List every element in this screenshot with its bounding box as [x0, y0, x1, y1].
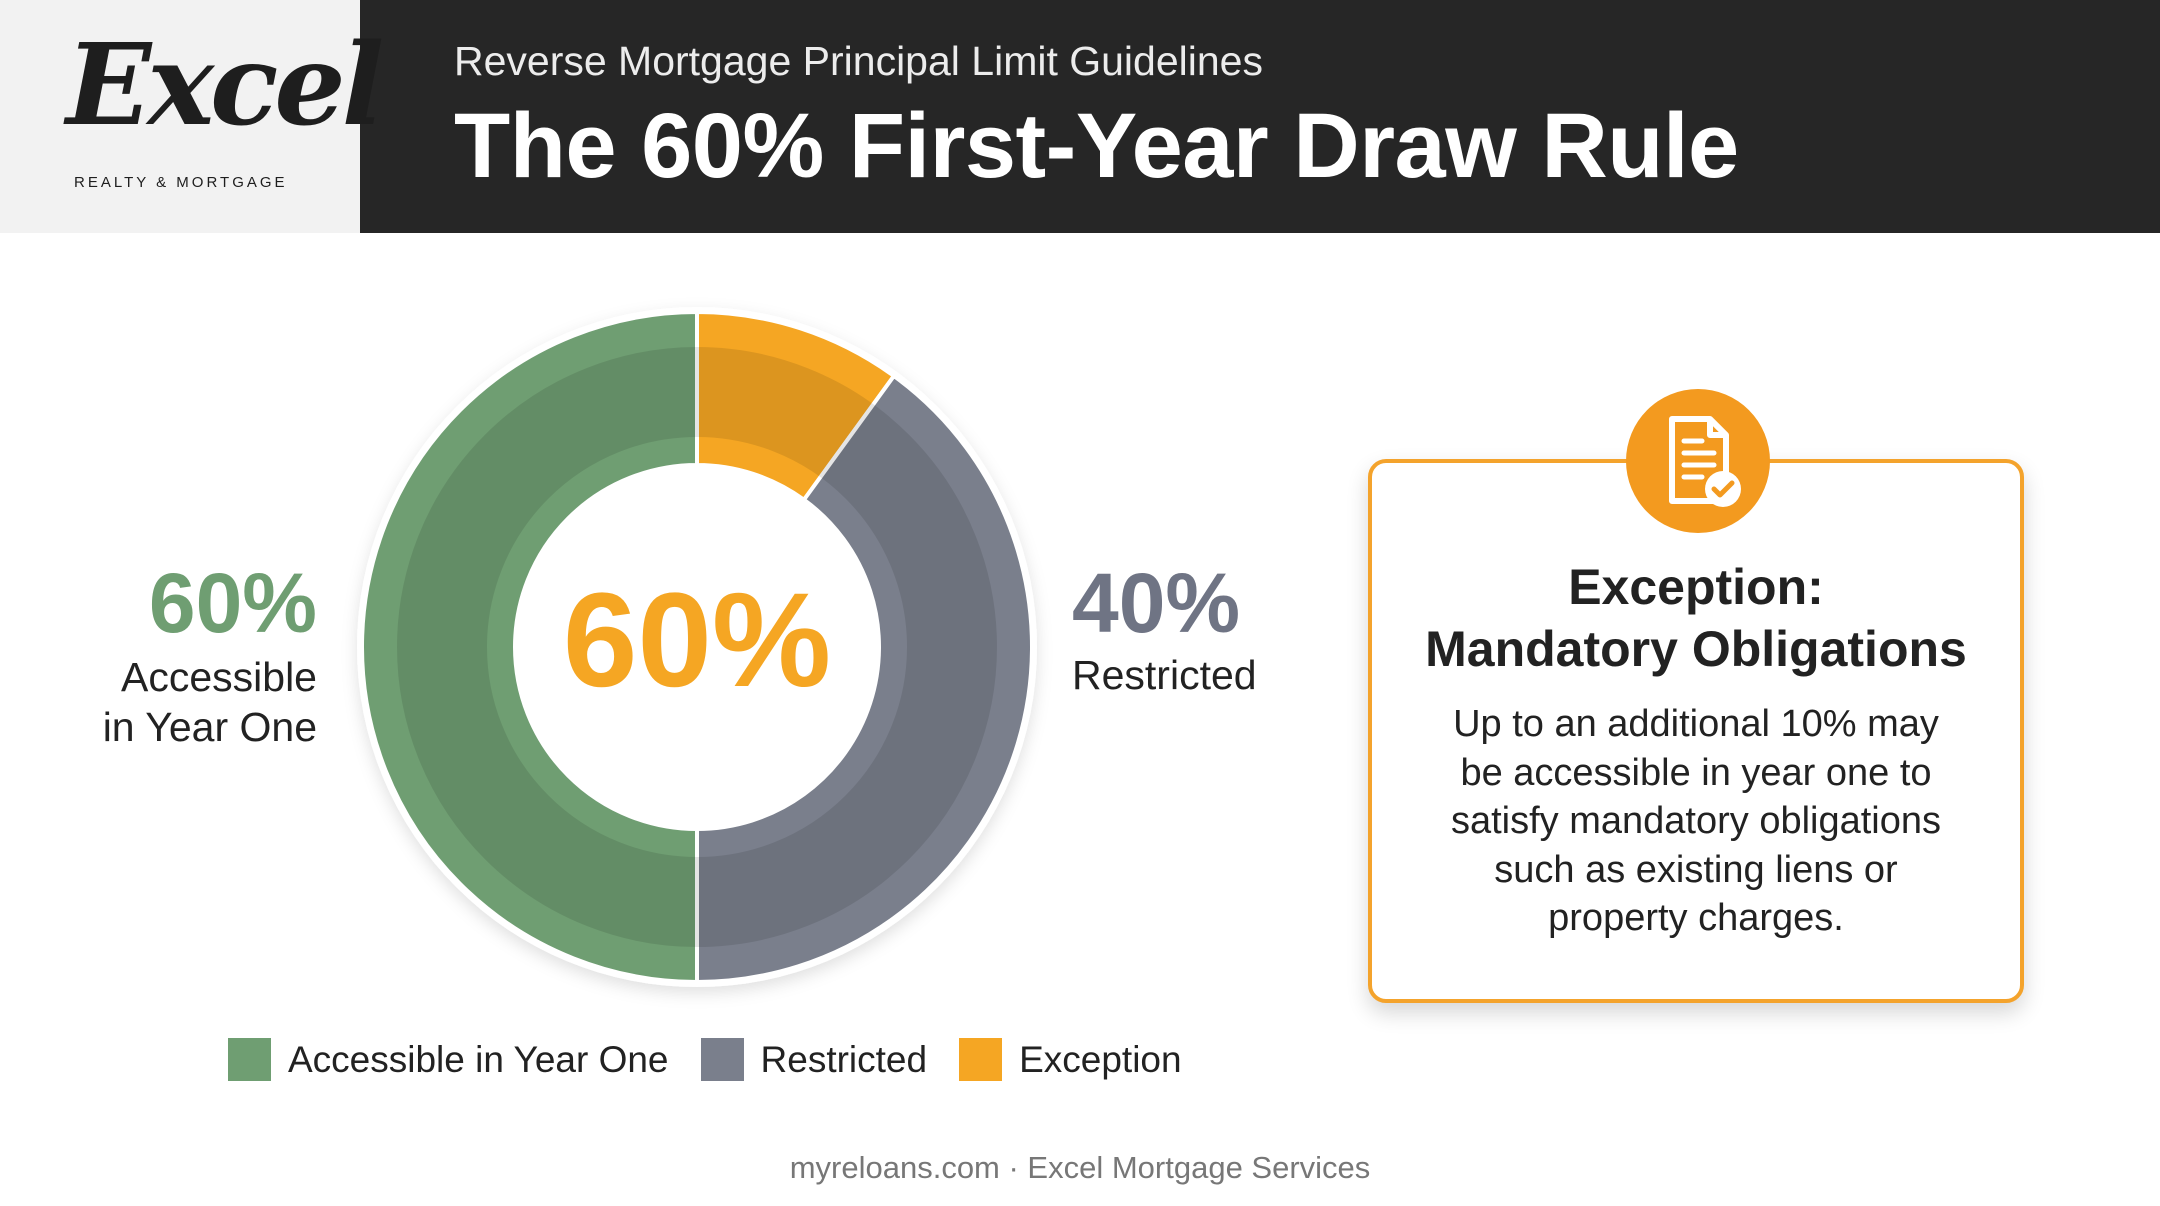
donut-inner-band: [397, 347, 997, 947]
exception-callout: [1368, 459, 2024, 1003]
footer-credit: myreloans.com · Excel Mortgage Services: [789, 1150, 1371, 1185]
callout-body-line: property charges.: [1548, 897, 1844, 939]
page-title: The 60% First-Year Draw Rule: [454, 95, 1739, 197]
chart-legend: Accessible in Year One Restricted Except…: [228, 1038, 1214, 1081]
callout-body-line: be accessible in year one to: [1460, 751, 1932, 794]
callout-body-line: Up to an additional 10% may: [1453, 703, 1939, 745]
logo: Excel REALTY & MORTGAGE: [0, 0, 384, 233]
legend-item-exception: Exception: [959, 1038, 1182, 1081]
legend-swatch-restricted: [700, 1038, 744, 1081]
accessible-label-line2: in Year One: [102, 704, 317, 750]
logo-wordmark: Excel: [66, 20, 384, 151]
page-kicker: Reverse Mortgage Principal Limit Guideli…: [454, 38, 1263, 84]
callout-title-line1: Exception:: [1568, 559, 1824, 615]
header-bar: Excel REALTY & MORTGAGE Reverse Mortgage…: [0, 0, 2160, 233]
legend-swatch-accessible: [228, 1038, 271, 1081]
logo-subtext: REALTY & MORTGAGE: [74, 174, 288, 191]
document-check-icon: [1626, 389, 1770, 533]
callout-title-line2: Mandatory Obligations: [1425, 621, 1967, 677]
legend-label-accessible: Accessible in Year One: [288, 1038, 669, 1080]
restricted-label: Restricted: [1072, 652, 1257, 698]
accessible-label: Accessible in Year One: [37, 652, 317, 752]
accessible-label-line1: Accessible: [121, 654, 317, 700]
legend-item-restricted: Restricted: [700, 1038, 928, 1081]
callout-body: Up to an additional 10% may be accessibl…: [1390, 700, 2002, 943]
donut-hole: [515, 465, 879, 829]
accessible-percent: 60%: [148, 556, 317, 650]
donut-center-label: 60%: [563, 566, 831, 715]
restricted-percent: 40%: [1072, 556, 1241, 650]
callout-body-line: such as existing liens or: [1494, 848, 1898, 891]
legend-label-exception: Exception: [1019, 1038, 1182, 1080]
callout-title: Exception: Mandatory Obligations: [1368, 556, 2024, 680]
legend-label-restricted: Restricted: [760, 1038, 928, 1080]
legend-item-accessible: Accessible in Year One: [228, 1038, 669, 1081]
legend-swatch-exception: [959, 1038, 1003, 1081]
callout-body-line: satisfy mandatory obligations: [1450, 800, 1942, 842]
donut-chart: 60%: [357, 307, 1037, 987]
